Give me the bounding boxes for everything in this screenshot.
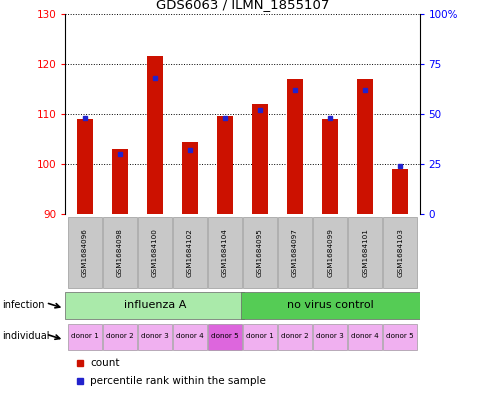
Text: count: count	[90, 358, 120, 368]
Bar	[278, 324, 311, 350]
Bar	[138, 217, 171, 288]
Text: influenza A: influenza A	[123, 300, 186, 310]
Text: donor 4: donor 4	[350, 333, 378, 340]
Text: donor 5: donor 5	[211, 333, 238, 340]
Bar	[392, 169, 408, 214]
Text: GSM1684103: GSM1684103	[396, 228, 402, 277]
Text: donor 5: donor 5	[386, 333, 413, 340]
Bar	[313, 324, 346, 350]
Text: donor 1: donor 1	[246, 333, 273, 340]
Bar	[348, 217, 381, 288]
Text: GSM1684097: GSM1684097	[291, 228, 298, 277]
Bar	[103, 324, 136, 350]
Text: infection: infection	[2, 300, 45, 310]
Bar	[76, 119, 92, 214]
Bar	[173, 324, 206, 350]
Text: donor 3: donor 3	[141, 333, 168, 340]
Text: donor 2: donor 2	[106, 333, 134, 340]
Text: GSM1684102: GSM1684102	[186, 228, 193, 277]
Bar	[68, 217, 101, 288]
Text: GSM1684098: GSM1684098	[117, 228, 122, 277]
Bar	[278, 217, 311, 288]
Bar	[242, 324, 276, 350]
Bar	[383, 324, 416, 350]
Text: GSM1684101: GSM1684101	[362, 228, 367, 277]
Text: donor 2: donor 2	[281, 333, 308, 340]
Bar	[217, 116, 232, 214]
Bar	[103, 217, 136, 288]
Bar	[208, 324, 242, 350]
Text: GSM1684095: GSM1684095	[257, 228, 262, 277]
Bar	[240, 292, 419, 319]
Text: GSM1684096: GSM1684096	[82, 228, 88, 277]
Bar	[68, 324, 101, 350]
Text: percentile rank within the sample: percentile rank within the sample	[90, 376, 266, 386]
Bar	[287, 79, 302, 214]
Title: GDS6063 / ILMN_1855107: GDS6063 / ILMN_1855107	[155, 0, 329, 11]
Bar	[173, 217, 206, 288]
Text: GSM1684104: GSM1684104	[222, 228, 227, 277]
Text: donor 3: donor 3	[316, 333, 343, 340]
Text: GSM1684099: GSM1684099	[327, 228, 333, 277]
Bar	[348, 324, 381, 350]
Bar	[252, 104, 267, 214]
Bar	[242, 217, 276, 288]
Bar	[313, 217, 346, 288]
Text: individual: individual	[2, 331, 50, 342]
Text: GSM1684100: GSM1684100	[151, 228, 157, 277]
Bar	[182, 141, 197, 214]
Bar	[65, 292, 244, 319]
Bar	[383, 217, 416, 288]
Bar	[138, 324, 171, 350]
Bar	[357, 79, 372, 214]
Bar	[147, 56, 163, 214]
Text: donor 4: donor 4	[176, 333, 203, 340]
Text: donor 1: donor 1	[71, 333, 98, 340]
Bar	[208, 217, 242, 288]
Text: no virus control: no virus control	[286, 300, 373, 310]
Bar	[112, 149, 127, 214]
Bar	[321, 119, 337, 214]
